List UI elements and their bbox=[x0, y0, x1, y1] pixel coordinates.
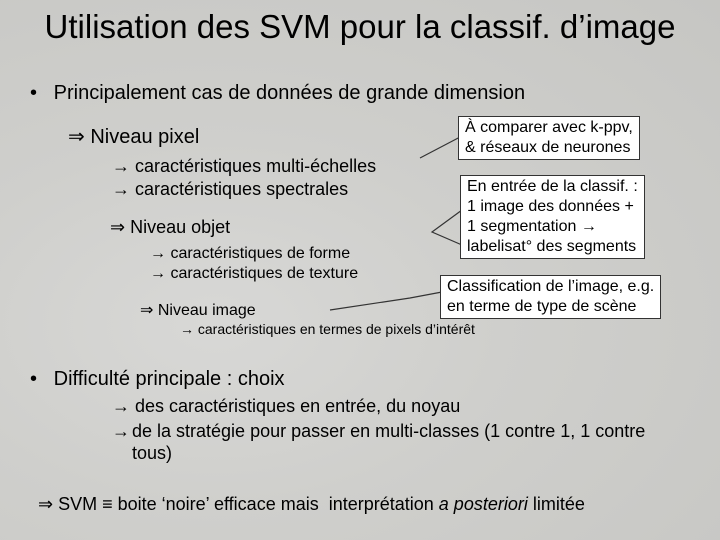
feature: → caractéristiques de forme bbox=[150, 245, 351, 262]
feature-text: caractéristiques spectrales bbox=[135, 179, 349, 199]
feature-text: caractéristiques multi-échelles bbox=[135, 156, 377, 176]
item-text: de la stratégie pour passer en multi-cla… bbox=[132, 421, 646, 463]
conclusion-text: SVM ≡ boite ‘noire’ efficace mais interp… bbox=[58, 494, 434, 514]
feature: → caractéristiques multi-échelles bbox=[112, 156, 377, 176]
item: → de la stratégie pour passer en multi-cl… bbox=[112, 420, 652, 464]
bullet-text: Difficulté principale : choix bbox=[53, 368, 285, 390]
connector bbox=[329, 291, 443, 311]
level: ⇒ Niveau objet bbox=[110, 217, 231, 237]
connector bbox=[419, 135, 463, 159]
callout-line: Classification de l’image, e.g. bbox=[447, 278, 655, 295]
title: Utilisation des SVM pour la classif. d’i… bbox=[44, 8, 676, 45]
callout-line: 1 image des données + bbox=[467, 198, 634, 215]
callout-line: en terme de type de scène bbox=[447, 298, 637, 315]
callout-line: & réseaux de neurones bbox=[465, 139, 631, 156]
feature: → caractéristiques spectrales bbox=[112, 179, 349, 199]
callout: En entrée de la classif. : 1 image des do… bbox=[460, 175, 645, 259]
feature-text: caractéristiques en termes de pixels d’i… bbox=[197, 321, 475, 337]
item-text: des caractéristiques en entrée, du noyau bbox=[135, 396, 461, 416]
feature-text: caractéristiques de texture bbox=[170, 265, 359, 282]
callout-line: 1 segmentation → bbox=[467, 218, 597, 235]
level-label: Niveau objet bbox=[130, 217, 231, 237]
feature: → caractéristiques de texture bbox=[150, 265, 359, 282]
connector bbox=[430, 209, 463, 246]
callout: Classification de l’image, e.g. en terme … bbox=[440, 275, 662, 319]
level: ⇒ Niveau image bbox=[140, 302, 256, 319]
item: → des caractéristiques en entrée, du noy… bbox=[112, 396, 461, 416]
callout-line: En entrée de la classif. : bbox=[467, 178, 638, 195]
level-label: Niveau pixel bbox=[90, 126, 200, 148]
conclusion-emphasis: a posteriori bbox=[438, 494, 528, 514]
feature: → caractéristiques en termes de pixels d… bbox=[180, 321, 475, 337]
bullet-text: Principalement cas de données de grande … bbox=[53, 82, 526, 104]
callout: À comparer avec k-ppv, & réseaux de neuro… bbox=[458, 116, 640, 160]
conclusion: ⇒ SVM ≡ boite ‘noire’ efficace mais inte… bbox=[38, 494, 585, 514]
conclusion-tail: limitée bbox=[532, 494, 585, 514]
bullet: • Principalement cas de données de grand… bbox=[30, 82, 526, 104]
feature-text: caractéristiques de forme bbox=[170, 245, 351, 262]
callout-line: À comparer avec k-ppv, bbox=[465, 119, 633, 136]
level-label: Niveau image bbox=[157, 302, 256, 319]
callout-line: labelisat° des segments bbox=[467, 238, 637, 255]
level: ⇒ Niveau pixel bbox=[68, 126, 200, 148]
bullet: • Difficulté principale : choix bbox=[30, 368, 285, 390]
